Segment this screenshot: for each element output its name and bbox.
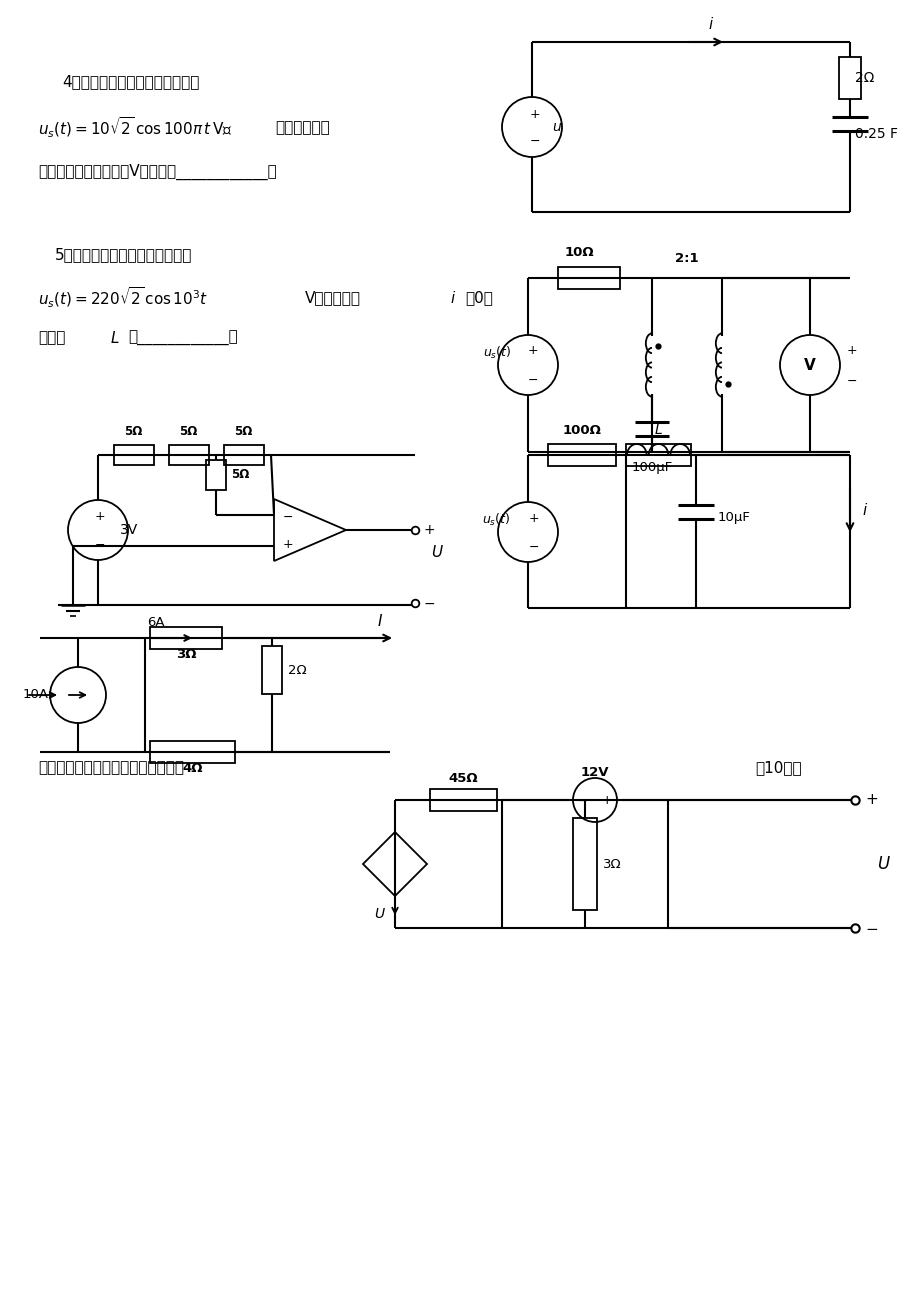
Text: 若忽略电压表: 若忽略电压表: [275, 121, 329, 135]
Text: 为____________。: 为____________。: [128, 331, 237, 345]
Text: V: V: [803, 358, 815, 372]
Text: $U$: $U$: [876, 855, 890, 874]
Text: $u$: $u$: [551, 120, 562, 134]
Text: 5Ω: 5Ω: [234, 424, 253, 437]
Text: $U$: $U$: [430, 544, 443, 560]
Text: 45Ω: 45Ω: [448, 772, 478, 785]
Text: $u_s(t)=10\sqrt{2}\,\cos100\pi\, t\,$V，: $u_s(t)=10\sqrt{2}\,\cos100\pi\, t\,$V，: [38, 116, 233, 141]
Text: （10分）: （10分）: [754, 760, 800, 776]
Text: 10Ω: 10Ω: [563, 246, 593, 259]
Bar: [558, 267, 619, 289]
Text: 10μF: 10μF: [717, 510, 750, 523]
Text: $-$: $-$: [527, 372, 538, 385]
Text: 100Ω: 100Ω: [562, 423, 601, 436]
Text: 4Ω: 4Ω: [182, 762, 202, 775]
Bar: [429, 789, 496, 811]
Text: 5Ω: 5Ω: [179, 424, 198, 437]
Bar: [548, 444, 616, 466]
Text: $+$: $+$: [95, 509, 106, 522]
Text: $u_s(t)$: $u_s(t)$: [482, 512, 510, 529]
Bar: [223, 445, 263, 465]
Text: $U$: $U$: [374, 907, 386, 921]
Text: 2Ω: 2Ω: [854, 72, 873, 85]
Text: $-$: $-$: [528, 134, 540, 147]
Bar: [573, 818, 596, 910]
Text: 2:1: 2:1: [675, 251, 698, 264]
Text: 4．如图所示正弦稳态电路，已知: 4．如图所示正弦稳态电路，已知: [62, 74, 199, 90]
Text: $-$: $-$: [95, 538, 106, 551]
Text: $+$: $+$: [423, 523, 435, 536]
Text: $u_s(t)=220\sqrt{2}\,\cos10^3 t$: $u_s(t)=220\sqrt{2}\,\cos10^3 t$: [38, 286, 208, 310]
Bar: [168, 445, 209, 465]
Text: $-$: $-$: [864, 921, 878, 936]
Bar: [625, 444, 690, 466]
Text: 0.25 F: 0.25 F: [854, 128, 897, 141]
Text: $+$: $+$: [527, 345, 538, 358]
Text: $-$: $-$: [282, 509, 293, 522]
Text: $+$: $+$: [864, 793, 877, 807]
Text: $+$: $+$: [528, 512, 539, 525]
Text: $I$: $I$: [377, 613, 382, 629]
Text: 3Ω: 3Ω: [176, 647, 196, 660]
Text: V，为使电流: V，为使电流: [305, 290, 360, 306]
Bar: [150, 628, 221, 648]
Text: $+$: $+$: [601, 793, 612, 806]
Text: 则电感: 则电感: [38, 331, 65, 345]
Text: $+$: $+$: [845, 344, 857, 357]
Text: $-$: $-$: [845, 374, 857, 387]
Text: $+$: $+$: [528, 108, 540, 121]
Text: $-$: $-$: [577, 793, 588, 806]
Text: 100μF: 100μF: [630, 461, 672, 474]
Text: $-$: $-$: [528, 539, 539, 552]
Text: $+$: $+$: [282, 538, 293, 551]
Text: 5Ω: 5Ω: [124, 424, 142, 437]
Text: 3V: 3V: [119, 523, 138, 536]
Bar: [262, 646, 282, 694]
Bar: [838, 57, 860, 99]
Text: 3Ω: 3Ω: [602, 858, 621, 871]
Text: 12V: 12V: [580, 766, 608, 779]
Text: 10A: 10A: [23, 689, 49, 702]
Text: $i$: $i$: [449, 290, 456, 306]
Text: 为0，: 为0，: [464, 290, 493, 306]
Text: 内阻的影响，则电压表V的读数为____________。: 内阻的影响，则电压表V的读数为____________。: [38, 164, 277, 180]
Text: $i$: $i$: [707, 16, 713, 33]
Text: 四、求图示电路的戴维南等效电路。: 四、求图示电路的戴维南等效电路。: [38, 760, 184, 776]
Text: $-$: $-$: [423, 596, 435, 611]
Text: 6A: 6A: [147, 616, 165, 629]
Bar: [206, 460, 226, 490]
Text: 5．如图所示正弦稳态电路，已知: 5．如图所示正弦稳态电路，已知: [55, 247, 192, 263]
Text: 5Ω: 5Ω: [231, 469, 249, 482]
Text: 2Ω: 2Ω: [288, 664, 306, 677]
Text: $i$: $i$: [861, 503, 868, 518]
Text: $u_s(t)$: $u_s(t)$: [482, 345, 511, 361]
Text: $L$: $L$: [653, 423, 663, 437]
Bar: [113, 445, 153, 465]
Bar: [150, 741, 234, 763]
Text: $L$: $L$: [110, 329, 119, 346]
